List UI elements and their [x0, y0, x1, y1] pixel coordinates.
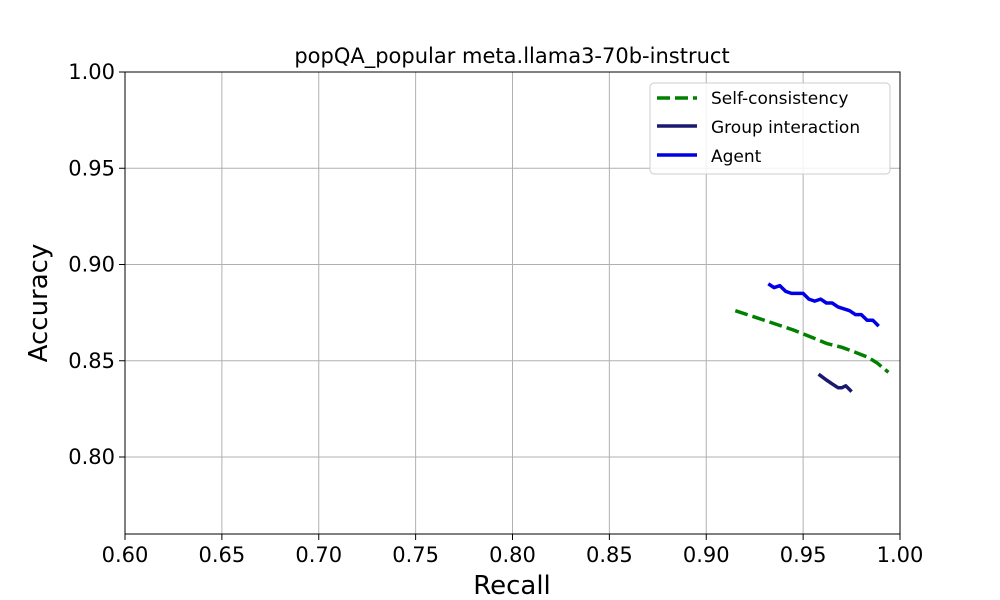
- y-tick-label: 1.00: [68, 60, 115, 84]
- series-line-self-consistency: [734, 309, 890, 374]
- y-axis-label: Accuracy: [24, 244, 54, 363]
- legend-label-self-consistency: Self-consistency: [711, 89, 848, 109]
- y-tick-label: 0.85: [68, 349, 115, 373]
- grid: [124, 71, 901, 534]
- x-tick-label: 0.80: [489, 543, 536, 567]
- x-tick-label: 0.95: [780, 543, 827, 567]
- x-axis-label: Recall: [473, 571, 551, 600]
- y-tick-label: 0.80: [68, 445, 115, 469]
- x-tick-label: 0.60: [102, 543, 149, 567]
- chart-title: popQA_popular meta.llama3-70b-instruct: [294, 44, 729, 69]
- y-tick-label: 0.90: [68, 253, 115, 277]
- x-axis-ticks: 0.60 0.65 0.70 0.75 0.80 0.85 0.90 0.95 1.00: [102, 534, 924, 567]
- x-tick-label: 1.00: [877, 543, 924, 567]
- series-line-group-interaction: [817, 372, 853, 393]
- y-axis-ticks: 0.80 0.85 0.90 0.95 1.00: [68, 60, 125, 469]
- legend-label-agent: Agent: [711, 147, 762, 167]
- x-tick-label: 0.90: [683, 543, 730, 567]
- series-line-agent: [767, 282, 880, 328]
- x-tick-label: 0.70: [295, 543, 342, 567]
- x-tick-label: 0.85: [586, 543, 633, 567]
- y-tick-label: 0.95: [68, 156, 115, 180]
- legend-label-group-interaction: Group interaction: [711, 118, 860, 138]
- x-tick-label: 0.65: [198, 543, 245, 567]
- legend-frame: [649, 82, 891, 175]
- plot-frame: [124, 71, 901, 535]
- legend: Self-consistency Group interaction Agent: [649, 82, 891, 175]
- series-layer: [734, 282, 890, 393]
- x-tick-label: 0.75: [392, 543, 439, 567]
